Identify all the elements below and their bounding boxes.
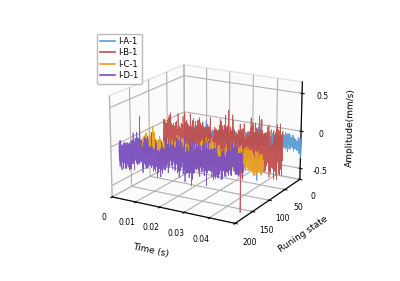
Legend: I-A-1, I-B-1, I-C-1, I-D-1: I-A-1, I-B-1, I-C-1, I-D-1 — [97, 33, 142, 84]
Y-axis label: Runing state: Runing state — [277, 214, 329, 254]
X-axis label: Time (s): Time (s) — [132, 242, 170, 259]
